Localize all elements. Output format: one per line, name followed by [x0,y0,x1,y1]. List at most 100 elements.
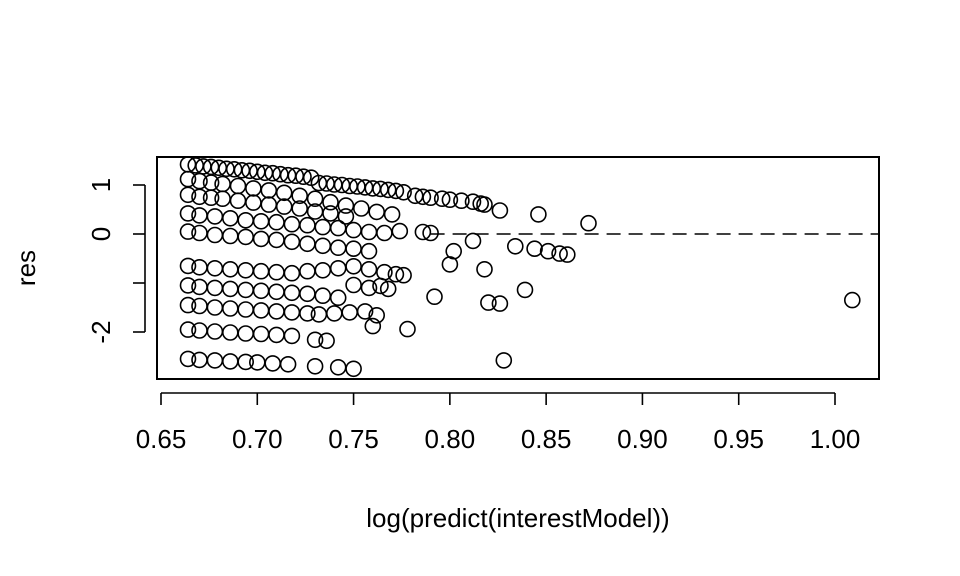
y-axis: -2 0 1 [86,178,146,344]
data-point [252,262,270,280]
data-point [491,202,509,219]
data-point [279,355,297,373]
data-point [422,224,439,242]
data-point [414,188,432,206]
data-point [264,355,282,372]
data-point [352,200,370,217]
data-point [237,325,254,342]
data-point [368,203,386,221]
data-point [252,230,270,248]
y-tick-label: 1 [86,178,116,192]
data-point [395,184,412,201]
data-point [191,258,208,276]
data-point [222,300,239,317]
data-point [268,326,285,344]
x-axis-title: log(predict(interestModel)) [366,503,669,533]
data-point [391,222,409,240]
data-point [202,189,220,206]
data-point [314,237,332,255]
data-point [414,223,432,241]
data-point [539,242,557,260]
data-point [283,264,301,282]
data-point [237,261,254,279]
data-point [268,213,285,231]
data-point [360,242,378,260]
data-point [295,168,312,185]
data-point [843,291,861,309]
data-point [191,297,208,315]
data-point [445,242,463,260]
data-point [283,215,301,233]
data-point [441,191,459,208]
data-point [283,327,301,345]
data-point [306,331,324,349]
data-point [245,194,262,211]
data-point [206,352,224,369]
data-point [222,260,239,278]
data-point [372,277,389,295]
data-point [558,246,576,263]
data-point [283,304,301,321]
x-tick-label: 0.65 [136,424,187,454]
x-tick-label: 0.70 [232,424,283,454]
data-point [260,182,278,199]
data-point [337,197,355,214]
x-tick-label: 1.00 [810,424,861,454]
data-point [179,277,197,294]
data-point [206,208,224,225]
data-point [299,235,316,253]
data-point [476,260,493,278]
data-point [229,177,247,195]
data-point [252,302,270,319]
data-point [283,233,301,251]
x-axis: 0.65 0.70 0.75 0.80 0.85 0.90 0.95 1.00 [136,392,861,454]
data-point [345,257,362,275]
data-point [179,186,197,204]
data-point [376,224,393,242]
data-point [237,228,254,246]
data-point [310,306,328,323]
data-point [222,210,239,227]
data-point [530,206,547,223]
data-point [422,189,439,206]
data-point [191,322,208,339]
data-point [526,240,543,257]
x-tick-label: 0.85 [521,424,572,454]
data-point [360,223,378,241]
data-point [360,260,378,278]
data-point [453,192,470,209]
data-point [299,305,316,322]
y-axis-title: res [11,250,41,286]
data-point [291,200,309,217]
data-point [314,218,332,236]
data-point [252,213,270,230]
data-point [222,280,239,298]
data-point [214,175,231,193]
data-point [383,206,401,223]
data-point [368,306,386,324]
data-point [237,353,254,371]
data-point [179,205,197,222]
data-point [191,188,208,206]
data-point [516,281,534,299]
data-point [268,303,285,320]
data-point [237,281,254,299]
y-tick-label: 0 [86,227,116,241]
data-point [318,332,335,350]
data-point [252,325,270,343]
data-point [222,227,239,245]
data-point [268,263,285,281]
data-point [341,304,359,321]
data-point [491,295,509,312]
data-point [345,221,362,239]
data-point [229,192,247,209]
data-point [179,321,197,338]
data-point [395,266,412,284]
data-point [191,224,208,242]
data-point [275,198,293,215]
data-point [291,187,309,205]
data-point [299,262,316,280]
x-tick-label: 0.90 [617,424,668,454]
data-point [206,259,224,277]
data-point [299,285,316,303]
